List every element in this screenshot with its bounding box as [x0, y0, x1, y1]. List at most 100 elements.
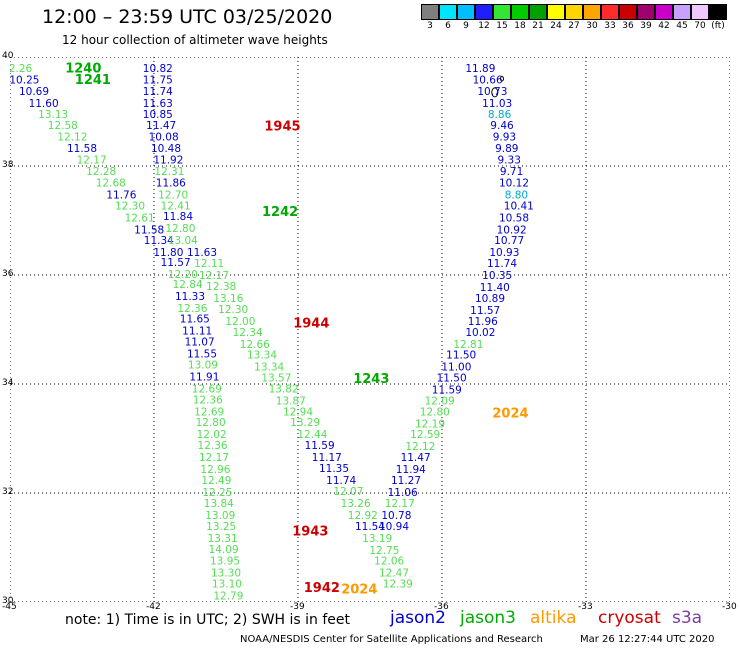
- wave-height-label: 10.35: [482, 270, 512, 282]
- colorbar-tick-label: 9: [463, 21, 469, 31]
- colorbar-tick-label: 39: [640, 21, 652, 31]
- lat-tick-label: 36: [2, 269, 14, 279]
- wave-height-label: 11.63: [187, 247, 217, 259]
- wave-height-label: 12.96: [200, 464, 230, 476]
- wave-height-label: 12.06: [374, 556, 404, 568]
- wave-height-label: 12.30: [218, 304, 248, 316]
- wave-height-label: 12.02: [197, 429, 227, 441]
- wave-height-label: 8.86: [488, 109, 512, 121]
- wave-height-label: 10.94: [379, 521, 409, 533]
- colorbar-tick-label: 12: [478, 21, 490, 31]
- wave-height-label: 12.30: [115, 200, 145, 212]
- colorbar-swatch: [439, 4, 457, 20]
- wave-height-label: 12.66: [240, 339, 270, 351]
- wave-height-label: 12.26: [10, 63, 33, 75]
- colorbar-swatch: [547, 4, 565, 20]
- wave-height-label: 12.41: [161, 200, 191, 212]
- colorbar-swatch: [691, 4, 709, 20]
- chart-subtitle: 12 hour collection of altimeter wave hei…: [62, 33, 328, 47]
- wave-height-label: 13.29: [290, 417, 320, 429]
- colorbar-tick-label: 27: [568, 21, 580, 31]
- colorbar-tick-label: 21: [532, 21, 544, 31]
- colorbar-swatch: [673, 4, 691, 20]
- wave-height-label: 11.00: [441, 362, 471, 374]
- pass-time-label: 1943: [292, 525, 328, 540]
- legend-item-altika: altika: [530, 608, 577, 628]
- lon-tick-label: -45: [2, 602, 17, 612]
- wave-height-label: 13.34: [247, 350, 277, 362]
- wave-height-label: 11.55: [187, 349, 217, 361]
- wave-height-label: 12.38: [206, 281, 236, 293]
- wave-height-label: 13.09: [188, 359, 218, 371]
- wave-height-label: 12.20: [168, 269, 198, 281]
- wave-height-label: 12.31: [154, 166, 184, 178]
- colorbar-swatch: [601, 4, 619, 20]
- wave-height-label: 11.50: [437, 373, 467, 385]
- wave-height-label: 13.26: [341, 498, 371, 510]
- wave-height-label: 12.92: [348, 510, 378, 522]
- colorbar-swatch: [619, 4, 637, 20]
- wave-height-label: 12.17: [199, 452, 229, 464]
- wave-height-label: 13.25: [206, 521, 236, 533]
- wave-height-label: 13.87: [276, 395, 306, 407]
- wave-height-label: 11.54: [355, 521, 385, 533]
- wave-height-label: 11.74: [143, 86, 173, 98]
- wave-height-label: 12.84: [173, 279, 203, 291]
- pass-time-label: 1240: [65, 61, 101, 76]
- map-svg: 12.2610.2510.6911.6013.1312.5812.1211.58…: [10, 57, 730, 602]
- wave-height-label: 11.59: [305, 440, 335, 452]
- wave-height-label: 11.35: [319, 463, 349, 475]
- wave-height-label: 10.02: [465, 327, 495, 339]
- colorbar-swatch: [457, 4, 475, 20]
- wave-height-label: 11.58: [134, 224, 164, 236]
- wave-height-label: 11.75: [143, 74, 173, 86]
- colorbar-swatch: [565, 4, 583, 20]
- wave-height-label: 12.81: [453, 339, 483, 351]
- chart-title: 12:00 – 23:59 UTC 03/25/2020: [42, 6, 333, 28]
- lat-tick-label: 32: [2, 487, 14, 497]
- wave-height-label: 11.63: [143, 98, 173, 110]
- colorbar-tick-label: 33: [604, 21, 616, 31]
- colorbar-swatch: [493, 4, 511, 20]
- wave-height-label: 12.94: [283, 406, 313, 418]
- wave-height-label: 12.59: [410, 429, 440, 441]
- wave-height-label: 11.11: [182, 326, 212, 338]
- colorbar-swatch: [421, 4, 439, 20]
- wave-height-label: 11.47: [401, 452, 431, 464]
- wave-height-label: 11.59: [432, 385, 462, 397]
- lon-tick-label: -33: [578, 602, 593, 612]
- wave-height-label: 9.71: [500, 166, 523, 178]
- wave-height-label: 10.78: [381, 510, 411, 522]
- legend-item-jason3: jason3: [460, 608, 516, 628]
- wave-height-label: 9.93: [493, 132, 516, 144]
- pass-time-label: 1242: [262, 205, 298, 220]
- lat-tick-label: 40: [2, 51, 14, 61]
- wave-height-label: 12.36: [193, 394, 223, 406]
- wave-height-label: 11.57: [470, 305, 500, 317]
- wave-height-label: 12.17: [199, 270, 229, 282]
- wave-height-label: 12.80: [196, 417, 226, 429]
- wave-height-label: 10.12: [499, 177, 529, 189]
- wave-height-label: 12.09: [425, 395, 455, 407]
- wave-height-label: 13.04: [168, 235, 198, 247]
- wave-height-label: 9.89: [495, 143, 518, 155]
- pass-time-label: 2024: [341, 583, 377, 598]
- wave-height-label: 10.85: [143, 109, 173, 121]
- wave-height-label: 11.17: [312, 452, 342, 464]
- colorbar-tick-label: 6: [445, 21, 451, 31]
- wave-height-label: 10.69: [19, 86, 49, 98]
- wave-height-label: 11.47: [146, 120, 176, 132]
- colorbar-tick-label: 42: [658, 21, 670, 31]
- colorbar-tick-label: 70: [694, 21, 706, 31]
- colorbar-tick-label: 30: [586, 21, 598, 31]
- wave-height-label: 12.47: [379, 568, 409, 580]
- wave-height-label: 11.74: [326, 475, 356, 487]
- wave-height-label: 12.12: [57, 132, 87, 144]
- wave-height-label: 10.93: [489, 247, 519, 259]
- wave-height-label: 13.09: [205, 510, 235, 522]
- wave-height-label: 12.69: [192, 383, 222, 395]
- colorbar-swatch: [637, 4, 655, 20]
- wave-height-label: 13.57: [261, 373, 291, 385]
- wave-height-label: 11.80: [153, 247, 183, 259]
- wave-height-label: 13.95: [210, 556, 240, 568]
